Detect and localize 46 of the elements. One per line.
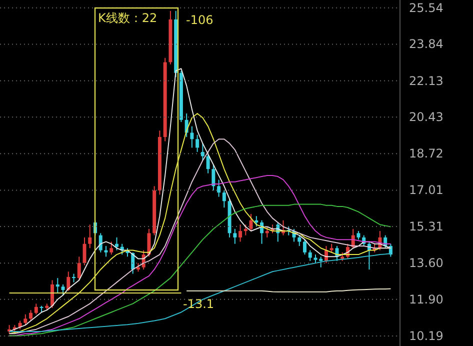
candlestick bbox=[104, 245, 108, 258]
candlestick bbox=[24, 314, 28, 326]
candlestick bbox=[298, 234, 302, 246]
candlestick bbox=[308, 250, 312, 262]
candlestick bbox=[206, 151, 210, 174]
line-series bbox=[8, 204, 392, 336]
candlestick bbox=[114, 236, 118, 251]
candlestick bbox=[249, 213, 253, 232]
candlestick bbox=[88, 224, 92, 249]
candlestick bbox=[319, 256, 323, 268]
y-tick-label: 25.54 bbox=[409, 0, 444, 15]
candlestick bbox=[233, 228, 237, 244]
candlestick bbox=[98, 232, 102, 253]
y-tick-label: 11.90 bbox=[409, 292, 444, 306]
candlestick bbox=[196, 134, 200, 152]
candlestick bbox=[77, 256, 81, 281]
candlestick bbox=[110, 241, 114, 256]
candlestick bbox=[61, 284, 65, 296]
candlestick bbox=[56, 278, 60, 294]
y-tick-label: 20.43 bbox=[409, 110, 444, 124]
candlestick bbox=[238, 224, 242, 242]
candlestick bbox=[147, 228, 151, 258]
candlestick bbox=[50, 280, 54, 308]
y-tick-label: 13.60 bbox=[409, 256, 444, 270]
candlestick bbox=[66, 271, 70, 292]
y-tick-label: 22.13 bbox=[409, 74, 444, 88]
candlestick bbox=[212, 164, 216, 191]
y-tick-label: 18.72 bbox=[409, 146, 444, 161]
y-tick-label: 23.84 bbox=[409, 37, 444, 52]
candlestick bbox=[82, 236, 86, 266]
candlestick bbox=[244, 224, 248, 236]
candlestick bbox=[200, 142, 204, 161]
candlestick bbox=[265, 226, 269, 238]
annotation: K线数：22 bbox=[98, 11, 158, 25]
candlestick bbox=[303, 239, 306, 256]
y-tick-label: 17.01 bbox=[409, 183, 444, 198]
candlestick bbox=[222, 190, 226, 208]
y-tick-label: 10.19 bbox=[409, 328, 444, 343]
annotation: -106 bbox=[186, 13, 214, 27]
candlestick bbox=[217, 179, 221, 198]
candlestick bbox=[29, 310, 33, 322]
candlestick bbox=[34, 303, 38, 315]
line-series bbox=[8, 68, 392, 332]
candlestick bbox=[190, 126, 194, 148]
candlestick bbox=[254, 216, 258, 228]
y-tick-label: 15.31 bbox=[409, 220, 444, 234]
